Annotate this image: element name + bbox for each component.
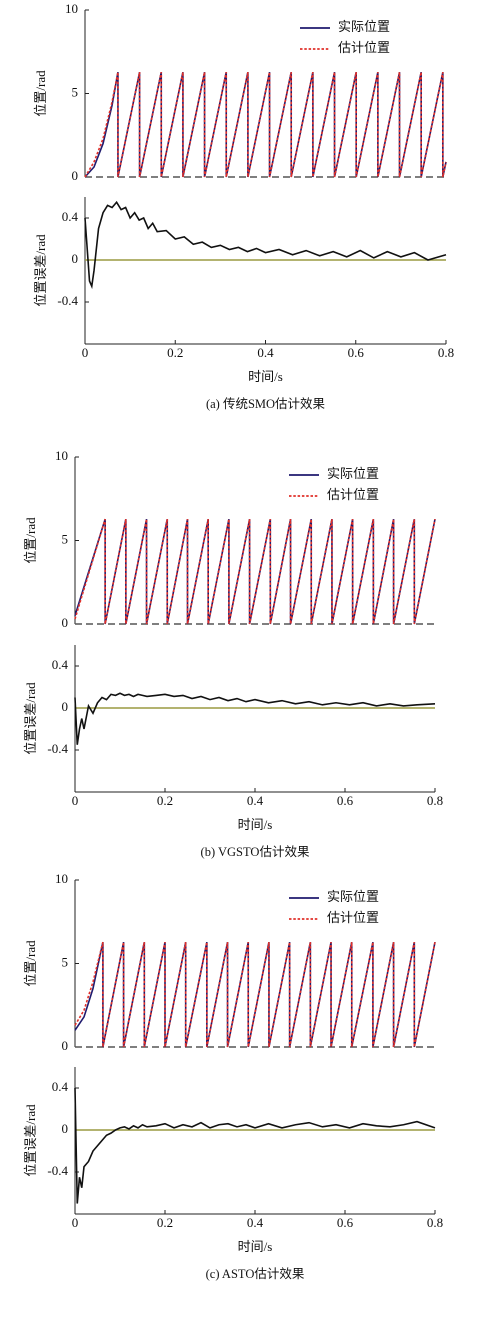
data-line bbox=[84, 200, 447, 290]
x-tick-label: 0.6 bbox=[337, 1215, 354, 1230]
y-axis-label: 位置误差/rad bbox=[33, 234, 48, 307]
caption: (c) ASTO估计效果 bbox=[206, 1266, 305, 1281]
x-axis-label: 时间/s bbox=[248, 369, 283, 384]
y-tick-label: 5 bbox=[72, 84, 79, 99]
y-tick-label: 0.4 bbox=[62, 209, 79, 224]
x-tick-label: 0.2 bbox=[157, 1215, 173, 1230]
x-tick-label: 0.4 bbox=[257, 345, 274, 360]
legend-label: 估计位置 bbox=[327, 910, 379, 925]
x-axis-label: 时间/s bbox=[238, 1239, 273, 1254]
legend-label: 估计位置 bbox=[327, 487, 379, 502]
x-axis-label: 时间/s bbox=[238, 817, 273, 832]
y-tick-label: -0.4 bbox=[47, 741, 68, 756]
x-tick-label: 0 bbox=[72, 1215, 79, 1230]
x-tick-label: 0.6 bbox=[337, 793, 354, 808]
y-tick-label: -0.4 bbox=[57, 293, 78, 308]
y-tick-label: 0 bbox=[72, 251, 79, 266]
y-axis-label: 位置误差/rad bbox=[23, 682, 38, 755]
y-tick-label: 0 bbox=[62, 615, 69, 630]
caption: (a) 传统SMO估计效果 bbox=[206, 396, 326, 411]
y-axis-label: 位置/rad bbox=[33, 70, 48, 117]
y-axis-label: 位置/rad bbox=[23, 517, 38, 564]
data-line bbox=[84, 71, 447, 178]
y-axis-label: 位置误差/rad bbox=[23, 1104, 38, 1177]
data-line bbox=[74, 692, 436, 745]
data-line bbox=[74, 518, 436, 625]
x-tick-label: 0.8 bbox=[438, 345, 454, 360]
y-tick-label: 0 bbox=[72, 168, 79, 183]
x-tick-label: 0.2 bbox=[157, 793, 173, 808]
y-tick-label: 0.4 bbox=[52, 1079, 69, 1094]
x-tick-label: 0.6 bbox=[348, 345, 365, 360]
legend-label: 估计位置 bbox=[338, 40, 390, 55]
y-tick-label: 10 bbox=[55, 871, 68, 886]
y-tick-label: -0.4 bbox=[47, 1163, 68, 1178]
y-tick-label: 0 bbox=[62, 1121, 69, 1136]
x-tick-label: 0 bbox=[72, 793, 79, 808]
x-tick-label: 0.8 bbox=[427, 793, 443, 808]
caption: (b) VGSTO估计效果 bbox=[201, 844, 310, 859]
y-tick-label: 0 bbox=[62, 1038, 69, 1053]
data-line bbox=[74, 941, 436, 1048]
x-tick-label: 0.8 bbox=[427, 1215, 443, 1230]
y-tick-label: 10 bbox=[65, 1, 78, 16]
y-axis-label: 位置/rad bbox=[23, 940, 38, 987]
legend-label: 实际位置 bbox=[338, 19, 390, 34]
x-tick-label: 0.4 bbox=[247, 793, 264, 808]
legend-label: 实际位置 bbox=[327, 466, 379, 481]
y-tick-label: 5 bbox=[62, 954, 69, 969]
y-tick-label: 5 bbox=[62, 531, 69, 546]
y-tick-label: 10 bbox=[55, 448, 68, 463]
x-tick-label: 0.2 bbox=[167, 345, 183, 360]
x-tick-label: 0.4 bbox=[247, 1215, 264, 1230]
data-line bbox=[74, 1087, 436, 1204]
y-tick-label: 0 bbox=[62, 699, 69, 714]
y-tick-label: 0.4 bbox=[52, 657, 69, 672]
x-tick-label: 0 bbox=[82, 345, 89, 360]
legend-label: 实际位置 bbox=[327, 889, 379, 904]
